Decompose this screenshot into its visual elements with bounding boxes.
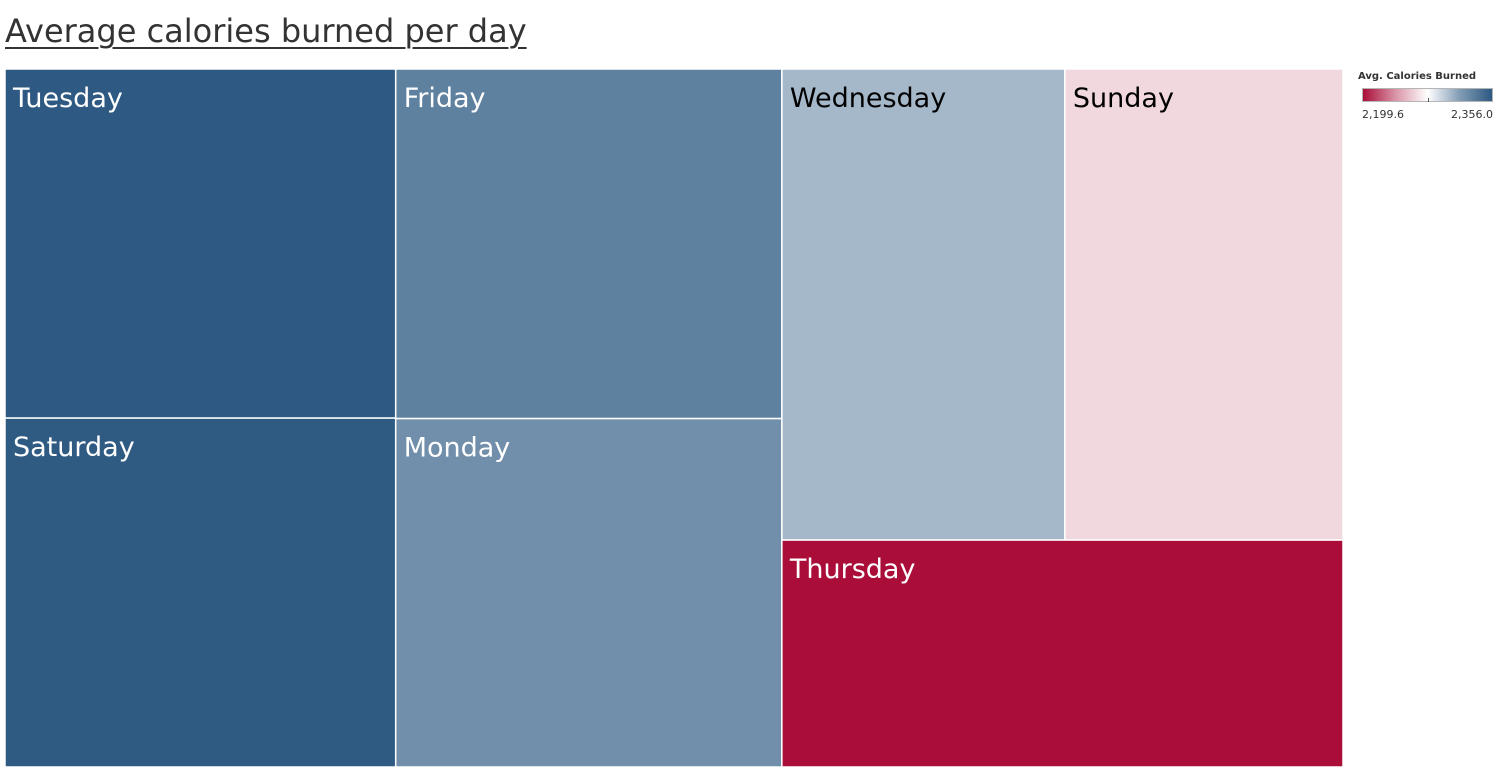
treemap-cell-monday[interactable]: [394, 417, 783, 768]
treemap-cell-friday[interactable]: [394, 68, 783, 420]
treemap-label-saturday: Saturday: [13, 432, 135, 463]
treemap-plot: Tuesday Saturday Friday Monday Wednesday Sund…: [4, 68, 1344, 768]
legend-color-ramp: [1362, 88, 1493, 102]
treemap-cell-thursday[interactable]: [781, 539, 1344, 768]
legend-title: Avg. Calories Burned: [1358, 71, 1477, 82]
treemap-label-thursday: Thursday: [789, 554, 916, 585]
treemap-cell-wednesday[interactable]: [781, 68, 1066, 541]
treemap-label-tuesday: Tuesday: [12, 83, 123, 114]
legend-midpoint-tick: [1428, 98, 1429, 102]
treemap-label-monday: Monday: [404, 433, 511, 464]
chart-title: Average calories burned per day: [5, 12, 527, 50]
legend-max-label: 2,356.0: [1451, 108, 1493, 121]
treemap-label-wednesday: Wednesday: [790, 83, 946, 114]
treemap-cell-tuesday[interactable]: [4, 68, 397, 419]
treemap-label-sunday: Sunday: [1073, 83, 1174, 114]
treemap-label-friday: Friday: [404, 83, 486, 114]
legend-min-label: 2,199.6: [1362, 108, 1404, 121]
treemap-cell-sunday[interactable]: [1064, 68, 1344, 541]
treemap-cell-saturday[interactable]: [4, 417, 397, 768]
